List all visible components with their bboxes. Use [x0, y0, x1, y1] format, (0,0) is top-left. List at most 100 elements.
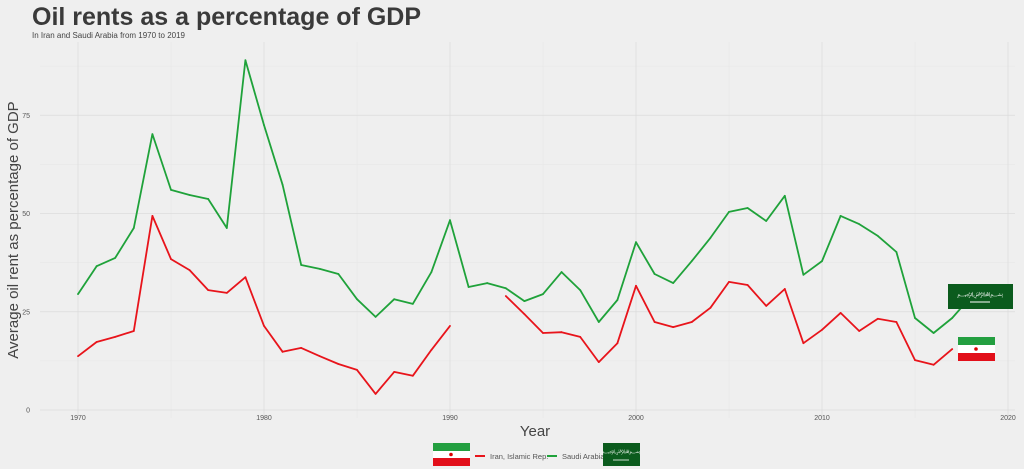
data-point	[802, 342, 805, 345]
data-point	[672, 282, 675, 284]
data-point	[449, 324, 451, 327]
saudi-flag-icon: ﷽	[948, 284, 1013, 309]
data-point	[560, 271, 563, 273]
data-point	[95, 265, 98, 268]
data-point	[393, 370, 396, 373]
data-point	[300, 264, 303, 266]
data-point	[281, 350, 284, 353]
svg-text:﷽: ﷽	[957, 291, 1003, 299]
data-point	[263, 324, 265, 327]
data-point	[597, 361, 600, 363]
x-tick-label: 1990	[442, 415, 458, 422]
data-point	[188, 194, 191, 196]
legend: Iran, Islamic Rep. Saudi Arabia ﷽	[433, 443, 641, 466]
data-point	[523, 300, 526, 303]
legend-iran-flag-icon	[433, 443, 470, 466]
data-point	[951, 317, 954, 319]
x-tick-label: 1980	[256, 415, 272, 422]
data-point	[821, 328, 823, 331]
legend-saudi-flag-icon: ﷽	[602, 443, 641, 466]
data-point	[746, 207, 749, 209]
data-point	[895, 321, 898, 323]
data-point	[597, 321, 600, 323]
data-point	[449, 219, 451, 222]
data-point	[821, 260, 823, 262]
data-point	[653, 273, 656, 275]
data-point	[635, 241, 637, 244]
data-point	[932, 332, 935, 334]
data-point	[858, 223, 861, 226]
grid	[40, 42, 1015, 418]
data-point	[616, 299, 619, 301]
data-point	[411, 302, 414, 305]
x-tick-label: 1970	[70, 415, 86, 422]
data-point	[374, 392, 377, 395]
data-point	[690, 260, 693, 262]
tick-labels: 1970 1980 1990 2000 2010 2020 0 25 50 75	[22, 113, 1016, 422]
data-point	[225, 227, 228, 229]
series-lines	[77, 59, 972, 395]
chart-title: Oil rents as a percentage of GDP	[32, 3, 422, 31]
data-point	[132, 330, 135, 332]
data-point	[207, 198, 210, 200]
y-tick-label: 75	[22, 113, 30, 120]
data-point	[467, 286, 470, 288]
data-point	[244, 59, 247, 62]
series-line-iran	[77, 215, 953, 395]
data-point	[151, 133, 154, 136]
x-tick-label: 2020	[1000, 415, 1016, 422]
data-point	[486, 282, 489, 284]
data-point	[151, 214, 154, 217]
data-point	[430, 271, 433, 273]
series-line-saudi-arabia	[77, 59, 972, 334]
data-point	[783, 194, 786, 197]
data-point	[783, 288, 786, 290]
data-point	[281, 183, 284, 186]
data-point	[356, 298, 358, 301]
legend-saudi-label: Saudi Arabia	[562, 452, 605, 461]
x-tick-label: 2010	[814, 415, 830, 422]
x-tick-label: 2000	[628, 415, 644, 422]
y-tick-label: 25	[22, 309, 30, 316]
data-point	[411, 374, 414, 377]
data-point	[170, 189, 172, 191]
data-point	[579, 289, 582, 292]
data-point	[374, 315, 377, 318]
data-point	[932, 363, 935, 366]
data-point	[77, 355, 79, 358]
svg-text:﷽: ﷽	[602, 449, 641, 455]
data-point	[263, 124, 265, 126]
data-point	[523, 313, 526, 316]
y-axis-label: Average oil rent as percentage of GDP	[5, 101, 22, 358]
data-point	[95, 341, 98, 343]
data-point	[318, 355, 321, 358]
data-point	[77, 293, 79, 295]
data-point	[504, 295, 507, 297]
data-point	[672, 326, 675, 328]
legend-iran-label: Iran, Islamic Rep.	[490, 452, 548, 461]
data-point	[542, 332, 544, 334]
data-point	[616, 342, 619, 345]
data-point	[765, 304, 768, 307]
data-point	[839, 214, 842, 217]
data-point	[839, 312, 842, 314]
data-point	[318, 268, 321, 270]
data-point	[114, 257, 117, 259]
data-point	[579, 336, 582, 338]
data-point	[895, 251, 898, 253]
data-point	[244, 276, 247, 279]
data-point	[876, 235, 879, 237]
data-point	[914, 359, 916, 361]
data-point	[858, 330, 861, 332]
data-point	[951, 348, 954, 350]
data-point	[802, 273, 805, 276]
data-point	[430, 348, 433, 351]
data-point	[170, 258, 172, 260]
data-point	[746, 284, 749, 286]
data-point	[132, 227, 135, 229]
data-point	[188, 269, 191, 271]
data-point	[542, 293, 544, 295]
data-point	[709, 236, 712, 239]
